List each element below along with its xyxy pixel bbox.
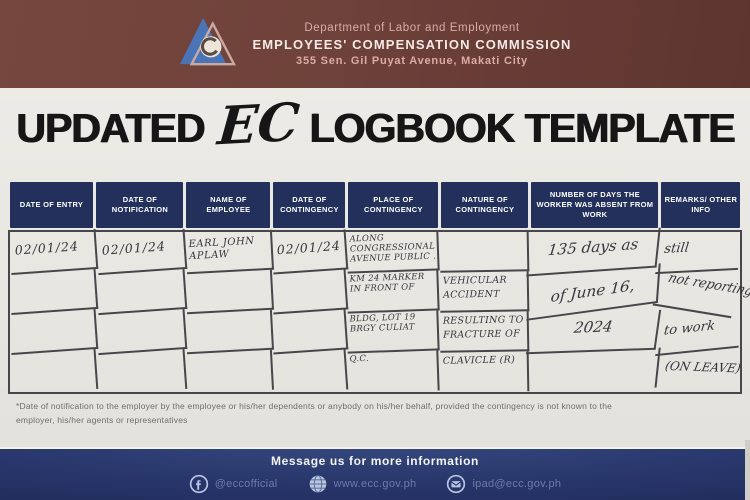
ecc-logo-icon bbox=[178, 15, 237, 74]
page-title: UPDATED EC LOGBOOK TEMPLATE bbox=[0, 91, 750, 158]
table-cell bbox=[8, 269, 98, 315]
table-body: 02/01/24 02/01/24 EARL JOHN APLAW 02/01/24 A… bbox=[8, 227, 750, 397]
email-address: ipad@ecc.gov.ph bbox=[472, 478, 562, 490]
table-cell bbox=[95, 348, 188, 396]
facebook-icon bbox=[189, 474, 209, 494]
table-cell bbox=[526, 347, 662, 397]
logbook-table: DATE OF ENTRY DATE OF NOTIFICATION NAME OF… bbox=[8, 182, 750, 397]
footer-heading: Message us for more information bbox=[271, 454, 479, 468]
handwritten-entry: VEHICULAR ACCIDENT bbox=[439, 271, 530, 313]
photo-edge bbox=[745, 440, 750, 500]
paper-body: UPDATED EC LOGBOOK TEMPLATE DATE OF ENTR… bbox=[0, 88, 750, 447]
title-ec-script: EC bbox=[215, 91, 302, 158]
title-logbook-template: LOGBOOK TEMPLATE bbox=[309, 104, 735, 151]
handwritten-entry: KM 24 MARKER IN FRONT OF bbox=[346, 270, 441, 314]
column-header: DATE OF NOTIFICATION bbox=[95, 182, 185, 228]
table-cell bbox=[271, 349, 349, 395]
handwritten-entry: Q.C. bbox=[346, 350, 441, 394]
table-cell bbox=[95, 308, 188, 356]
table-cell bbox=[271, 309, 349, 355]
footnote: *Date of notification to the employer by… bbox=[16, 401, 613, 425]
contacts-row: @eccofficial www.ecc.gov.ph bbox=[0, 474, 750, 494]
title-updated: UPDATED bbox=[15, 104, 205, 151]
handwritten-entry: 02/01/24 bbox=[95, 228, 188, 276]
website-url: www.ecc.gov.ph bbox=[333, 478, 417, 490]
facebook-handle: @eccofficial bbox=[214, 478, 278, 490]
email-contact: ipad@ecc.gov.ph bbox=[446, 474, 561, 494]
email-icon bbox=[446, 474, 466, 494]
table-cell bbox=[184, 349, 274, 395]
handwritten-entry: EARL JOHN APLAW bbox=[184, 229, 274, 275]
facebook-contact: @eccofficial bbox=[189, 474, 278, 494]
table-cell bbox=[8, 309, 98, 355]
column-header: NATURE OF CONTINGENCY bbox=[440, 182, 530, 228]
commission-name: EMPLOYEES' COMPENSATION COMMISSION bbox=[252, 36, 572, 52]
table-cell bbox=[8, 349, 98, 395]
commission-address: 355 Sen. Gil Puyat Avenue, Makati City bbox=[296, 54, 528, 67]
handwritten-entry: BLDG, LOT 19 BRGY CULIAT bbox=[346, 310, 441, 354]
website-contact: www.ecc.gov.ph bbox=[308, 474, 417, 494]
column-header: NUMBER OF DAYS THE WORKER WAS ABSENT FRO… bbox=[530, 182, 660, 228]
column-header: PLACE OF CONTINGENCY bbox=[347, 182, 440, 228]
column-header: NAME OF EMPLOYEE bbox=[185, 182, 272, 228]
org-header-text: Department of Labor and Employment EMPLO… bbox=[252, 22, 571, 67]
handwritten-entry: CLAVICLE (R) bbox=[439, 351, 530, 393]
table-cell bbox=[95, 268, 188, 316]
table-cell bbox=[439, 231, 530, 273]
table-header-row: DATE OF ENTRY DATE OF NOTIFICATION NAME OF… bbox=[8, 182, 742, 228]
column-header: REMARKS/ OTHER INFO bbox=[660, 182, 742, 228]
table-cell bbox=[184, 269, 274, 315]
table-cell bbox=[271, 269, 349, 315]
handwritten-entry: 02/01/24 bbox=[8, 229, 98, 275]
handwritten-entry: RESULTING TO FRACTURE OF bbox=[439, 311, 530, 353]
org-header-bar: Department of Labor and Employment EMPLO… bbox=[0, 0, 750, 88]
table-cell bbox=[184, 309, 274, 355]
handwritten-entry: (ON LEAVE) bbox=[664, 358, 743, 376]
footer-bar: Message us for more information @eccoffi… bbox=[0, 447, 750, 500]
handwritten-entry: 02/01/24 bbox=[271, 229, 349, 275]
handwritten-entry: ALONG CONGRESSIONAL AVENUE PUBLIC . bbox=[346, 230, 441, 274]
handwritten-entry: 2024 bbox=[525, 309, 662, 355]
globe-icon bbox=[308, 474, 328, 494]
department-name: Department of Labor and Employment bbox=[304, 21, 520, 34]
handwritten-entry: to work bbox=[655, 307, 743, 357]
column-header: DATE OF ENTRY bbox=[8, 182, 95, 228]
column-header: DATE OF CONTINGENCY bbox=[272, 182, 347, 228]
